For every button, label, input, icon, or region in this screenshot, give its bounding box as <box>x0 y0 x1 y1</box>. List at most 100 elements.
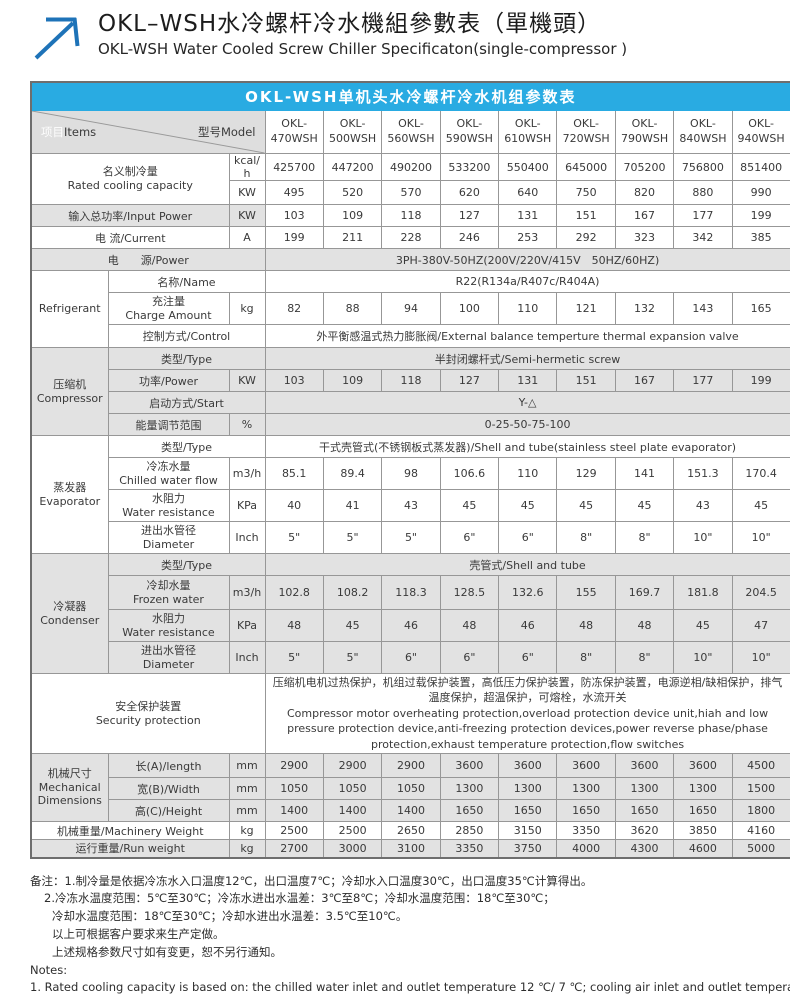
control-label: 控制方式/Control <box>108 325 265 348</box>
compressor-group-label: 压缩机 Compressor <box>31 348 108 436</box>
value-cell: 342 <box>674 227 732 249</box>
value-cell: 6" <box>499 522 557 554</box>
value-cell: 1300 <box>674 778 732 800</box>
value-cell: 88 <box>323 293 381 325</box>
unit-cell: kg <box>229 840 265 858</box>
value-cell: 4600 <box>674 840 732 858</box>
value-cell: 204.5 <box>732 576 790 610</box>
value-cell: 3600 <box>674 754 732 778</box>
value-cell: 2900 <box>382 754 440 778</box>
dimensions-group-label: 机械尺寸 Mechanical Dimensions <box>31 754 108 822</box>
value-cell: 109 <box>323 370 381 392</box>
value-cell: 1400 <box>265 800 323 822</box>
value-cell: 490200 <box>382 154 440 181</box>
value-cell: 46 <box>499 610 557 642</box>
control-row: 控制方式/Control 外平衡感温式热力膨胀阀/External balanc… <box>31 325 790 348</box>
value-cell: 3000 <box>323 840 381 858</box>
value-cell: 570 <box>382 181 440 205</box>
note-line: 备注：1.制冷量是依据冷冻水入口温度12℃，出口温度7℃；冷却水入口温度30℃，… <box>30 873 790 891</box>
value-cell: 48 <box>440 610 498 642</box>
items-label-zh: 项目 <box>41 125 64 139</box>
value-cell: 533200 <box>440 154 498 181</box>
value-cell: 2500 <box>323 822 381 840</box>
value-cell: 3600 <box>557 754 615 778</box>
compressor-power-label: 功率/Power <box>108 370 229 392</box>
value-cell: 1650 <box>499 800 557 822</box>
refrigerant-name-label: 名称/Name <box>108 271 265 293</box>
value-cell: 1650 <box>615 800 673 822</box>
security-protection-zh: 压缩机电机过热保护，机组过载保护装置，高低压力保护装置，防冻保护装置，电源逆相/… <box>268 675 788 706</box>
value-cell: 129 <box>557 458 615 490</box>
value-cell: 3600 <box>615 754 673 778</box>
model-header-cell: OKL- 720WSH <box>557 111 615 154</box>
unit-cell: A <box>229 227 265 249</box>
page-title-en: OKL-WSH Water Cooled Screw Chiller Speci… <box>98 40 627 58</box>
items-label-en: Items <box>64 125 96 139</box>
value-cell: 103 <box>265 205 323 227</box>
model-label: 型号Model <box>198 124 256 140</box>
power-supply-label: 电 源/Power <box>31 249 265 271</box>
model-header-cell: OKL- 560WSH <box>382 111 440 154</box>
value-cell: 103 <box>265 370 323 392</box>
value-cell: 2500 <box>265 822 323 840</box>
unit-cell: mm <box>229 754 265 778</box>
value-cell: 1400 <box>323 800 381 822</box>
value-cell: 3750 <box>499 840 557 858</box>
compressor-type-value: 半封闭螺杆式/Semi-hermetic screw <box>265 348 790 370</box>
value-cell: 131 <box>499 205 557 227</box>
value-cell: 4000 <box>557 840 615 858</box>
value-cell: 127 <box>440 205 498 227</box>
security-protection-en: Compressor motor overheating protection,… <box>268 706 788 752</box>
value-cell: 45 <box>674 610 732 642</box>
value-cell: 128.5 <box>440 576 498 610</box>
value-cell: 155 <box>557 576 615 610</box>
value-cell: 447200 <box>323 154 381 181</box>
value-cell: 4500 <box>732 754 790 778</box>
model-header-cell: OKL- 940WSH <box>732 111 790 154</box>
value-cell: 151 <box>557 205 615 227</box>
value-cell: 108.2 <box>323 576 381 610</box>
value-cell: 1050 <box>265 778 323 800</box>
value-cell: 2900 <box>323 754 381 778</box>
value-cell: 1650 <box>674 800 732 822</box>
value-cell: 292 <box>557 227 615 249</box>
value-cell: 45 <box>499 490 557 522</box>
value-cell: 2650 <box>382 822 440 840</box>
value-cell: 121 <box>557 293 615 325</box>
value-cell: 1300 <box>499 778 557 800</box>
unit-cell: KW <box>229 370 265 392</box>
condenser-diameter-row: 进出水管径 Diameter Inch 5"5"6"6"6"8"8"10"10" <box>31 642 790 674</box>
security-protection-value: 压缩机电机过热保护，机组过载保护装置，高低压力保护装置，防冻保护装置，电源逆相/… <box>265 674 790 754</box>
value-cell: 48 <box>557 610 615 642</box>
evaporator-type-label: 类型/Type <box>108 436 265 458</box>
value-cell: 131 <box>499 370 557 392</box>
value-cell: 167 <box>615 205 673 227</box>
value-cell: 1300 <box>557 778 615 800</box>
value-cell: 40 <box>265 490 323 522</box>
value-cell: 3350 <box>440 840 498 858</box>
value-cell: 10" <box>732 642 790 674</box>
refrigerant-name-value: R22(R134a/R407c/R404A) <box>265 271 790 293</box>
value-cell: 41 <box>323 490 381 522</box>
value-cell: 143 <box>674 293 732 325</box>
value-cell: 2850 <box>440 822 498 840</box>
value-cell: 1300 <box>615 778 673 800</box>
value-cell: 118 <box>382 205 440 227</box>
value-cell: 8" <box>615 642 673 674</box>
condenser-type-label: 类型/Type <box>108 554 265 576</box>
value-cell: 10" <box>674 522 732 554</box>
value-cell: 246 <box>440 227 498 249</box>
start-mode-label: 启动方式/Start <box>108 392 265 414</box>
value-cell: 6" <box>382 642 440 674</box>
refrigerant-group-label: Refrigerant <box>31 271 108 348</box>
compressor-type-row: 压缩机 Compressor 类型/Type 半封闭螺杆式/Semi-herme… <box>31 348 790 370</box>
value-cell: 756800 <box>674 154 732 181</box>
value-cell: 5" <box>265 642 323 674</box>
model-header-cell: OKL- 590WSH <box>440 111 498 154</box>
unit-cell: m3/h <box>229 576 265 610</box>
rated-capacity-label: 名义制冷量 Rated cooling capacity <box>31 154 229 205</box>
